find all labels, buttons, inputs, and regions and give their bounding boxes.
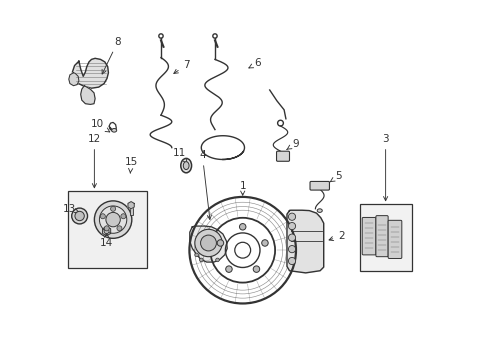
Circle shape — [253, 266, 259, 273]
Polygon shape — [286, 210, 323, 273]
Circle shape — [200, 235, 216, 251]
Circle shape — [75, 211, 84, 221]
Ellipse shape — [183, 162, 189, 170]
Ellipse shape — [181, 158, 191, 173]
Text: 10: 10 — [91, 119, 109, 132]
FancyBboxPatch shape — [276, 151, 289, 161]
Text: 6: 6 — [248, 58, 261, 68]
Circle shape — [194, 253, 198, 257]
FancyBboxPatch shape — [309, 181, 329, 190]
Circle shape — [225, 266, 232, 273]
Circle shape — [194, 229, 222, 257]
Circle shape — [199, 258, 203, 262]
Text: 4: 4 — [199, 150, 211, 220]
Circle shape — [94, 201, 132, 238]
Circle shape — [288, 234, 295, 241]
Text: 2: 2 — [328, 231, 344, 241]
Text: 3: 3 — [382, 134, 388, 201]
Text: 12: 12 — [87, 134, 101, 188]
Circle shape — [110, 206, 115, 211]
Polygon shape — [72, 58, 108, 88]
Circle shape — [117, 226, 122, 231]
Text: 15: 15 — [124, 157, 138, 173]
Text: 11: 11 — [173, 148, 187, 163]
Circle shape — [121, 214, 125, 219]
Text: 14: 14 — [100, 233, 113, 248]
Circle shape — [100, 214, 105, 219]
Polygon shape — [128, 202, 134, 209]
Polygon shape — [69, 73, 79, 86]
Circle shape — [106, 212, 120, 227]
Circle shape — [288, 257, 295, 265]
Circle shape — [288, 246, 295, 253]
Text: 13: 13 — [62, 204, 79, 214]
Ellipse shape — [317, 209, 322, 212]
Circle shape — [288, 222, 295, 230]
Circle shape — [99, 206, 126, 233]
Circle shape — [72, 208, 87, 224]
Circle shape — [215, 258, 219, 262]
Circle shape — [104, 226, 109, 231]
Polygon shape — [102, 226, 110, 236]
Polygon shape — [81, 86, 95, 104]
Text: 1: 1 — [239, 181, 245, 195]
Text: 7: 7 — [173, 60, 189, 73]
Bar — [129, 205, 132, 215]
FancyBboxPatch shape — [387, 220, 401, 258]
Circle shape — [288, 213, 295, 220]
Ellipse shape — [111, 129, 117, 132]
Bar — [359, 204, 411, 271]
Circle shape — [261, 240, 267, 246]
Text: 5: 5 — [329, 171, 341, 182]
Polygon shape — [189, 226, 227, 262]
FancyBboxPatch shape — [375, 216, 387, 257]
Circle shape — [104, 229, 109, 234]
Text: 9: 9 — [286, 139, 298, 149]
Circle shape — [217, 240, 223, 246]
Circle shape — [239, 224, 245, 230]
Bar — [68, 191, 147, 268]
FancyBboxPatch shape — [362, 217, 375, 255]
Text: 8: 8 — [102, 37, 121, 74]
